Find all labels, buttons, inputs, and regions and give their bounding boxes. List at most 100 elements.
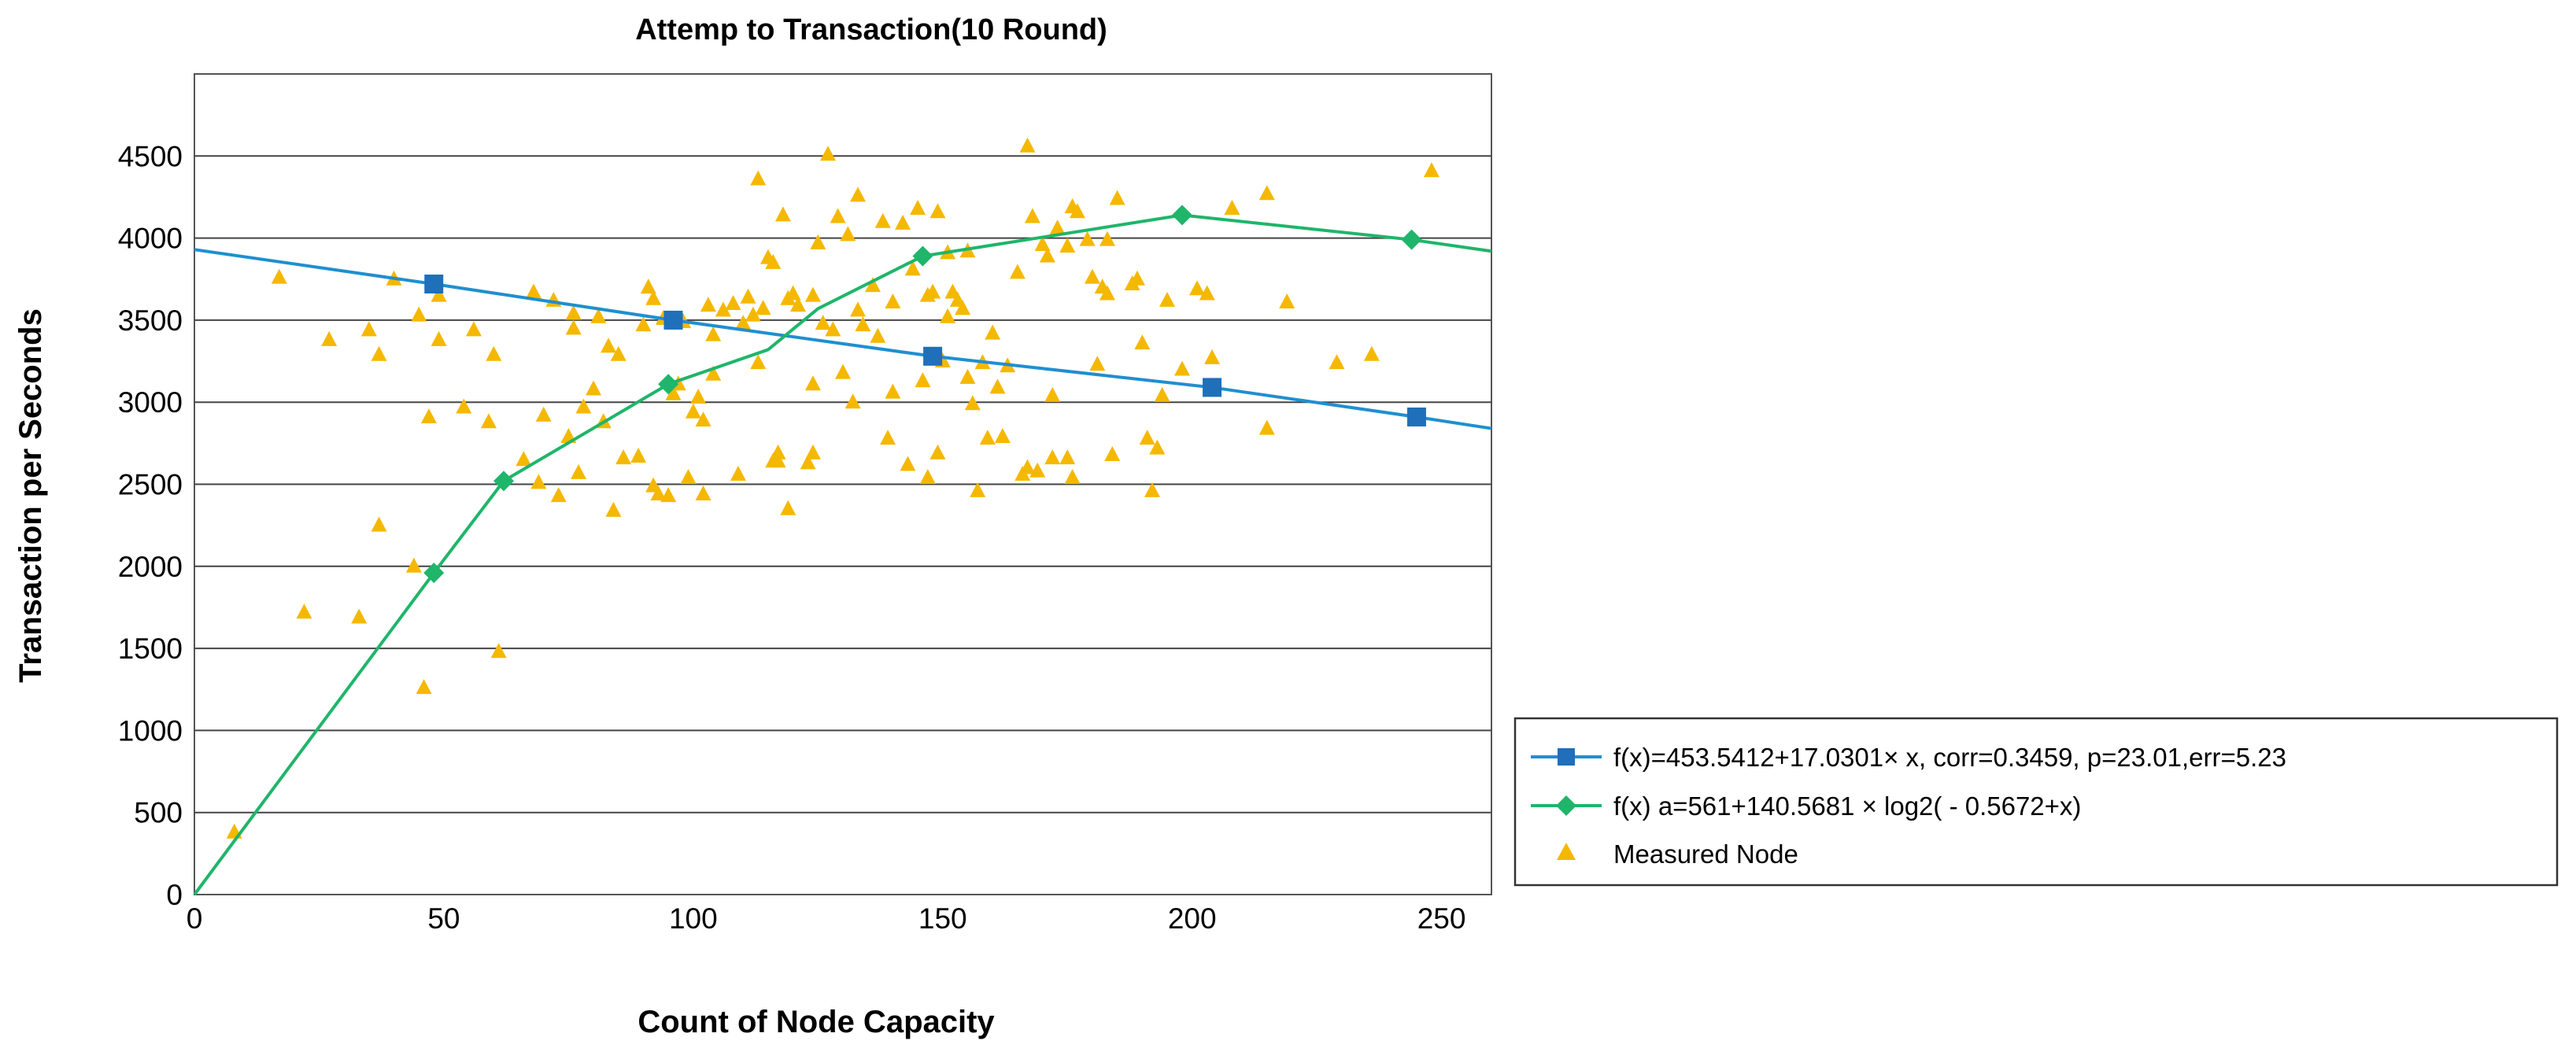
- measured-point: [735, 315, 752, 330]
- log-fit-marker: [1401, 229, 1422, 250]
- log-fit-marker: [1172, 205, 1193, 226]
- measured-point: [940, 308, 956, 323]
- y-tick-label: 1500: [118, 633, 183, 665]
- linear-fit-marker: [1203, 378, 1222, 397]
- measured-point: [645, 290, 662, 305]
- measured-point: [930, 444, 946, 459]
- measured-point: [835, 363, 851, 379]
- measured-point: [1064, 469, 1081, 485]
- measured-point: [1154, 386, 1170, 402]
- y-tick-label: 500: [134, 797, 183, 829]
- measured-point: [530, 474, 547, 489]
- measured-point: [486, 345, 502, 361]
- measured-point: [605, 501, 622, 517]
- measured-point: [1134, 334, 1151, 350]
- measured-point: [456, 398, 472, 414]
- measured-point: [840, 226, 856, 242]
- measured-point: [690, 388, 707, 404]
- measured-point: [1104, 445, 1121, 461]
- measured-point: [970, 482, 986, 497]
- measured-point: [780, 500, 796, 515]
- y-tick-label: 1000: [118, 714, 183, 747]
- measured-point: [1024, 208, 1040, 223]
- measured-point: [526, 283, 542, 299]
- measured-point: [1144, 482, 1160, 497]
- y-tick-label: 3500: [118, 304, 183, 337]
- log-fit-marker: [423, 563, 445, 584]
- measured-point: [371, 345, 387, 361]
- measured-point: [1009, 264, 1026, 279]
- measured-point: [705, 365, 722, 381]
- measured-point: [989, 378, 1006, 394]
- measured-point: [1258, 419, 1275, 435]
- measured-point: [635, 316, 652, 332]
- legend-linear-marker: [1558, 748, 1575, 766]
- measured-point: [985, 324, 1001, 340]
- grid-lines: [194, 155, 1491, 814]
- measured-point: [750, 354, 767, 370]
- measured-point: [1089, 356, 1106, 371]
- measured-point: [1279, 293, 1295, 308]
- measured-point: [371, 516, 387, 532]
- measured-point: [825, 321, 841, 337]
- measured-point: [900, 456, 916, 471]
- measured-point: [804, 375, 821, 391]
- measured-point: [915, 372, 931, 388]
- measured-point: [411, 306, 427, 322]
- measured-point: [695, 485, 711, 501]
- measured-points: [226, 137, 1440, 839]
- measured-point: [516, 451, 532, 467]
- measured-point: [550, 487, 567, 503]
- log-fit-marker: [912, 245, 933, 267]
- measured-point: [844, 393, 861, 409]
- measured-point: [695, 411, 711, 427]
- measured-point: [810, 234, 826, 249]
- measured-point: [910, 200, 926, 216]
- x-tick-label: 100: [669, 902, 718, 935]
- measured-point: [1129, 270, 1145, 286]
- measured-point: [800, 454, 816, 470]
- x-tick-labels: 0 50 100 150 200 250: [187, 902, 1466, 935]
- y-axis-title: Transaction per Seconds: [13, 308, 48, 683]
- x-tick-label: 150: [918, 902, 967, 935]
- measured-point: [405, 557, 422, 573]
- measured-point: [660, 487, 677, 503]
- legend-linear-label: f(x)=453.5412+17.0301× x, corr=0.3459, p…: [1613, 743, 2286, 772]
- y-tick-label: 3000: [118, 386, 183, 419]
- y-tick-label: 2000: [118, 551, 183, 583]
- measured-point: [1149, 439, 1166, 455]
- y-tick-labels: 0 500 1000 1500 2000 2500 3000 3500 4000 4500: [118, 140, 183, 911]
- measured-point: [815, 315, 831, 330]
- x-tick-label: 0: [187, 902, 203, 935]
- measured-point: [665, 385, 682, 400]
- legend-log-label: f(x) a=561+140.5681 × log2( - 0.5672+x): [1613, 791, 2081, 821]
- measured-point: [1224, 200, 1240, 216]
- measured-point: [855, 316, 871, 332]
- measured-point: [740, 288, 756, 304]
- measured-point: [480, 413, 497, 429]
- measured-point: [1069, 203, 1085, 219]
- measured-point: [571, 463, 587, 479]
- measured-point: [895, 214, 911, 230]
- measured-point: [565, 304, 582, 320]
- measured-point: [865, 277, 881, 293]
- fit-markers: [423, 205, 1426, 584]
- legend: f(x)=453.5412+17.0301× x, corr=0.3459, p…: [1513, 717, 2559, 887]
- measured-point: [1059, 238, 1076, 253]
- measured-point: [1029, 462, 1046, 478]
- measured-point: [1204, 349, 1221, 364]
- measured-point: [789, 297, 806, 312]
- measured-point: [630, 448, 647, 463]
- measured-point: [819, 146, 836, 161]
- measured-point: [994, 428, 1011, 444]
- x-tick-label: 250: [1417, 902, 1466, 935]
- log-fit-marker: [658, 374, 679, 395]
- linear-fit-marker: [923, 346, 943, 366]
- measured-point: [964, 395, 981, 411]
- measured-point: [830, 208, 846, 223]
- x-tick-label: 50: [427, 902, 460, 935]
- measured-point: [271, 268, 287, 284]
- measured-point: [770, 452, 786, 468]
- measured-point: [750, 170, 767, 186]
- measured-point: [730, 465, 746, 481]
